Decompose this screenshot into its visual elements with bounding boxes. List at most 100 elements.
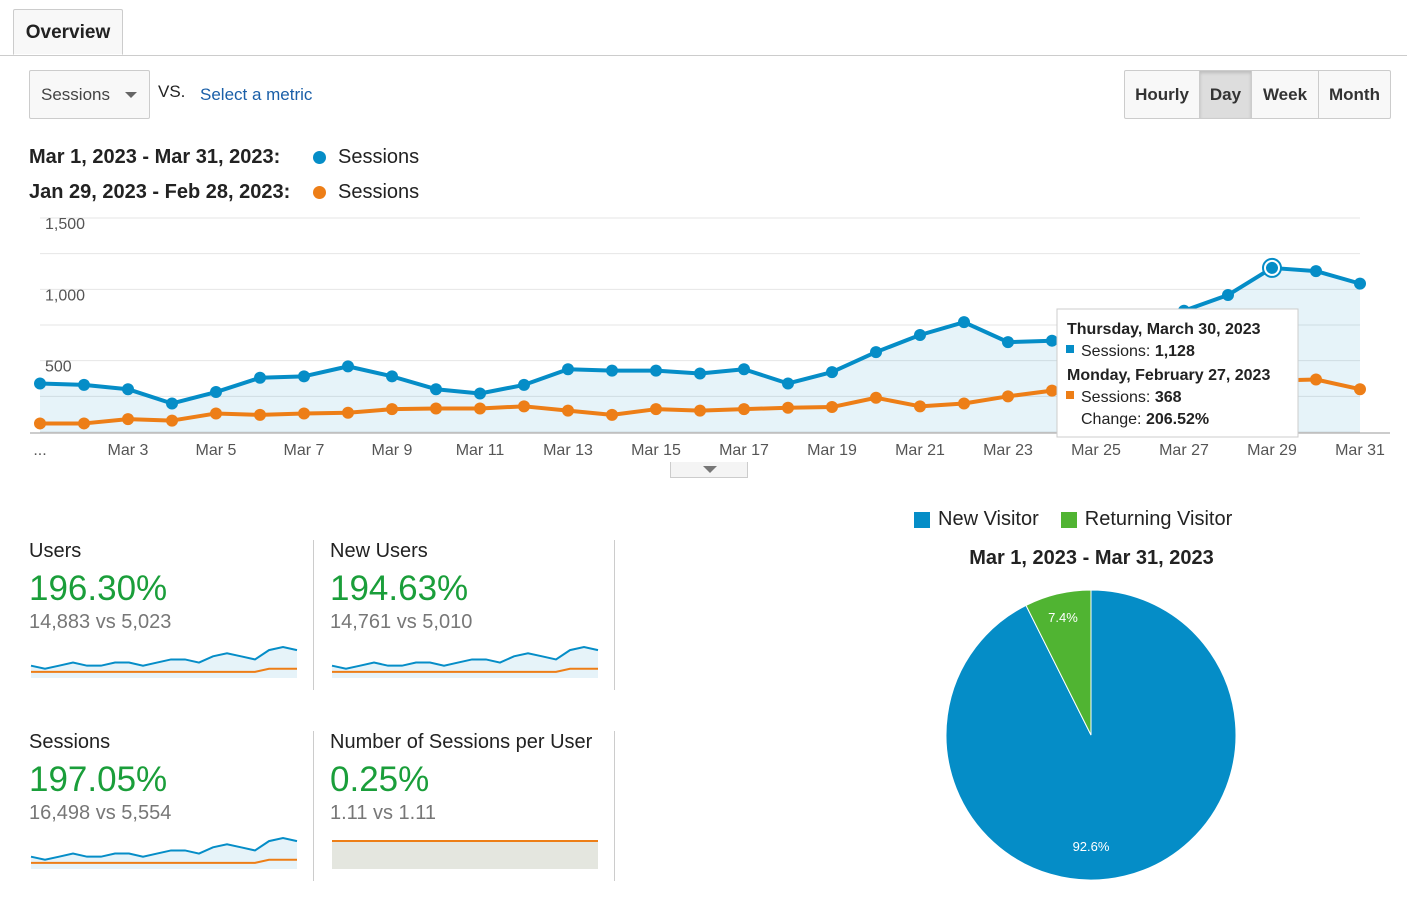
previous-data-point	[1310, 373, 1322, 386]
y-tick-label: 1,000	[45, 287, 85, 304]
week-button[interactable]: Week	[1251, 71, 1318, 118]
current-data-point	[254, 371, 266, 384]
current-data-point	[958, 316, 970, 329]
current-data-point	[606, 364, 618, 377]
current-data-point	[782, 377, 794, 390]
metric-card-sessions[interactable]: Sessions 197.05% 16,498 vs 5,554	[29, 731, 299, 881]
x-tick-label: Mar 25	[1071, 442, 1121, 459]
previous-data-point	[518, 400, 530, 413]
tab-overview[interactable]: Overview	[13, 9, 123, 55]
sparkline	[332, 840, 598, 869]
current-data-point	[430, 383, 442, 396]
month-button[interactable]: Month	[1318, 71, 1390, 118]
previous-data-point	[958, 397, 970, 410]
metric-select-value: Sessions	[41, 85, 110, 104]
legend-dot-current	[313, 151, 326, 165]
hourly-button[interactable]: Hourly	[1135, 85, 1189, 104]
previous-data-point	[122, 413, 134, 426]
tooltip-change: Change: 206.52%	[1081, 411, 1209, 428]
metric-label: Users	[29, 540, 82, 562]
sparkline	[30, 836, 298, 869]
metric-card-new-users[interactable]: New Users 194.63% 14,761 vs 5,010	[330, 540, 600, 690]
chart-tooltip: Thursday, March 30, 2023 Sessions: 1,128 M…	[1056, 308, 1299, 438]
pie-label-returning-visitor: 7.4%	[1048, 610, 1078, 625]
current-data-point	[78, 378, 90, 391]
x-tick-label: ...	[33, 442, 46, 459]
metric-select[interactable]: Sessions	[29, 70, 150, 119]
previous-data-point	[210, 407, 222, 420]
sparkline-previous	[31, 858, 297, 864]
previous-data-point	[694, 404, 706, 417]
time-granularity-group: Hourly Day Week Month	[1124, 70, 1391, 119]
previous-data-point	[430, 402, 442, 415]
sessions-line-chart[interactable]: 1,500 1,000 500... Mar 3 Mar 5 Mar 7 Mar 9 Mar …	[0, 210, 1407, 462]
pie-slice-returning-visitor	[1025, 589, 1092, 736]
x-tick-label: Mar 13	[543, 442, 593, 459]
sparkline-current	[331, 645, 599, 670]
sparkline-area	[332, 841, 598, 869]
current-data-point	[870, 346, 882, 359]
sparkline-current	[30, 836, 298, 861]
previous-data-point	[1002, 390, 1014, 403]
current-data-point	[1002, 336, 1014, 349]
previous-data-point	[386, 403, 398, 416]
tooltip-sessions-previous: Sessions: 368	[1081, 389, 1182, 406]
sparkline	[30, 645, 298, 678]
previous-data-point	[782, 401, 794, 414]
visitor-pie-chart[interactable]: 92.6% 7.4%	[935, 582, 1248, 892]
tooltip-swatch-current	[1066, 345, 1074, 353]
previous-data-point	[606, 408, 618, 421]
metric-percent-change: 194.63%	[330, 569, 469, 608]
current-data-point	[474, 387, 486, 400]
select-metric-link[interactable]: Select a metric	[200, 85, 313, 104]
tooltip-box	[1056, 308, 1299, 438]
x-tick-label: Mar 3	[108, 442, 149, 459]
previous-data-point	[870, 391, 882, 404]
previous-data-point	[1354, 383, 1366, 396]
legend-current-series-label: Sessions	[338, 146, 420, 168]
metric-comparison: 14,883 vs 5,023	[29, 611, 172, 633]
legend-returning-visitor: Returning Visitor	[1084, 508, 1233, 530]
tooltip-sessions-current: Sessions: 1,128	[1081, 343, 1195, 360]
current-data-point	[914, 328, 926, 341]
legend-swatch-returning-visitor	[1060, 511, 1077, 528]
tooltip-date-current: Thursday, March 30, 2023	[1067, 321, 1261, 338]
tab-bar: Overview	[0, 0, 1407, 56]
previous-data-point	[78, 417, 90, 430]
vs-label: VS.	[158, 82, 186, 101]
previous-data-point	[342, 406, 354, 419]
current-data-point	[386, 370, 398, 383]
current-data-point	[210, 386, 222, 399]
x-tick-label: Mar 23	[983, 442, 1033, 459]
previous-data-point	[166, 414, 178, 427]
current-data-point	[1046, 334, 1058, 347]
previous-data-point	[1046, 384, 1058, 397]
sparkline	[331, 645, 599, 678]
y-tick-label: 1,500	[45, 216, 85, 233]
legend-current-series: Sessions	[313, 146, 419, 169]
x-tick-label: Mar 9	[372, 442, 413, 459]
x-tick-label: Mar 19	[807, 442, 857, 459]
metric-label: New Users	[330, 540, 428, 562]
current-data-point	[1354, 277, 1366, 290]
metric-percent-change: 0.25%	[330, 760, 430, 799]
day-button[interactable]: Day	[1199, 71, 1251, 118]
metric-card-users[interactable]: Users 196.30% 14,883 vs 5,023	[29, 540, 299, 690]
divider	[614, 540, 615, 690]
chart-collapse-handle[interactable]	[670, 462, 748, 478]
metric-card-sessions-per-user[interactable]: Number of Sessions per User 0.25% 1.11 v…	[330, 731, 600, 881]
pie-label-new-visitor: 92.6%	[1073, 839, 1110, 854]
metric-label: Sessions	[29, 731, 111, 753]
previous-data-point	[562, 404, 574, 417]
metric-label: Number of Sessions per User	[330, 731, 593, 753]
legend-previous: Jan 29, 2023 - Feb 28, 2023:	[29, 181, 290, 204]
current-data-point	[518, 378, 530, 391]
previous-data-point	[914, 400, 926, 413]
sparkline-current	[30, 645, 298, 670]
x-tick-label: Mar 11	[456, 442, 505, 459]
metric-comparison: 16,498 vs 5,554	[29, 802, 172, 824]
current-data-point	[1310, 265, 1322, 278]
hover-point	[1266, 261, 1278, 274]
current-data-point	[342, 360, 354, 373]
metric-percent-change: 197.05%	[29, 760, 168, 799]
